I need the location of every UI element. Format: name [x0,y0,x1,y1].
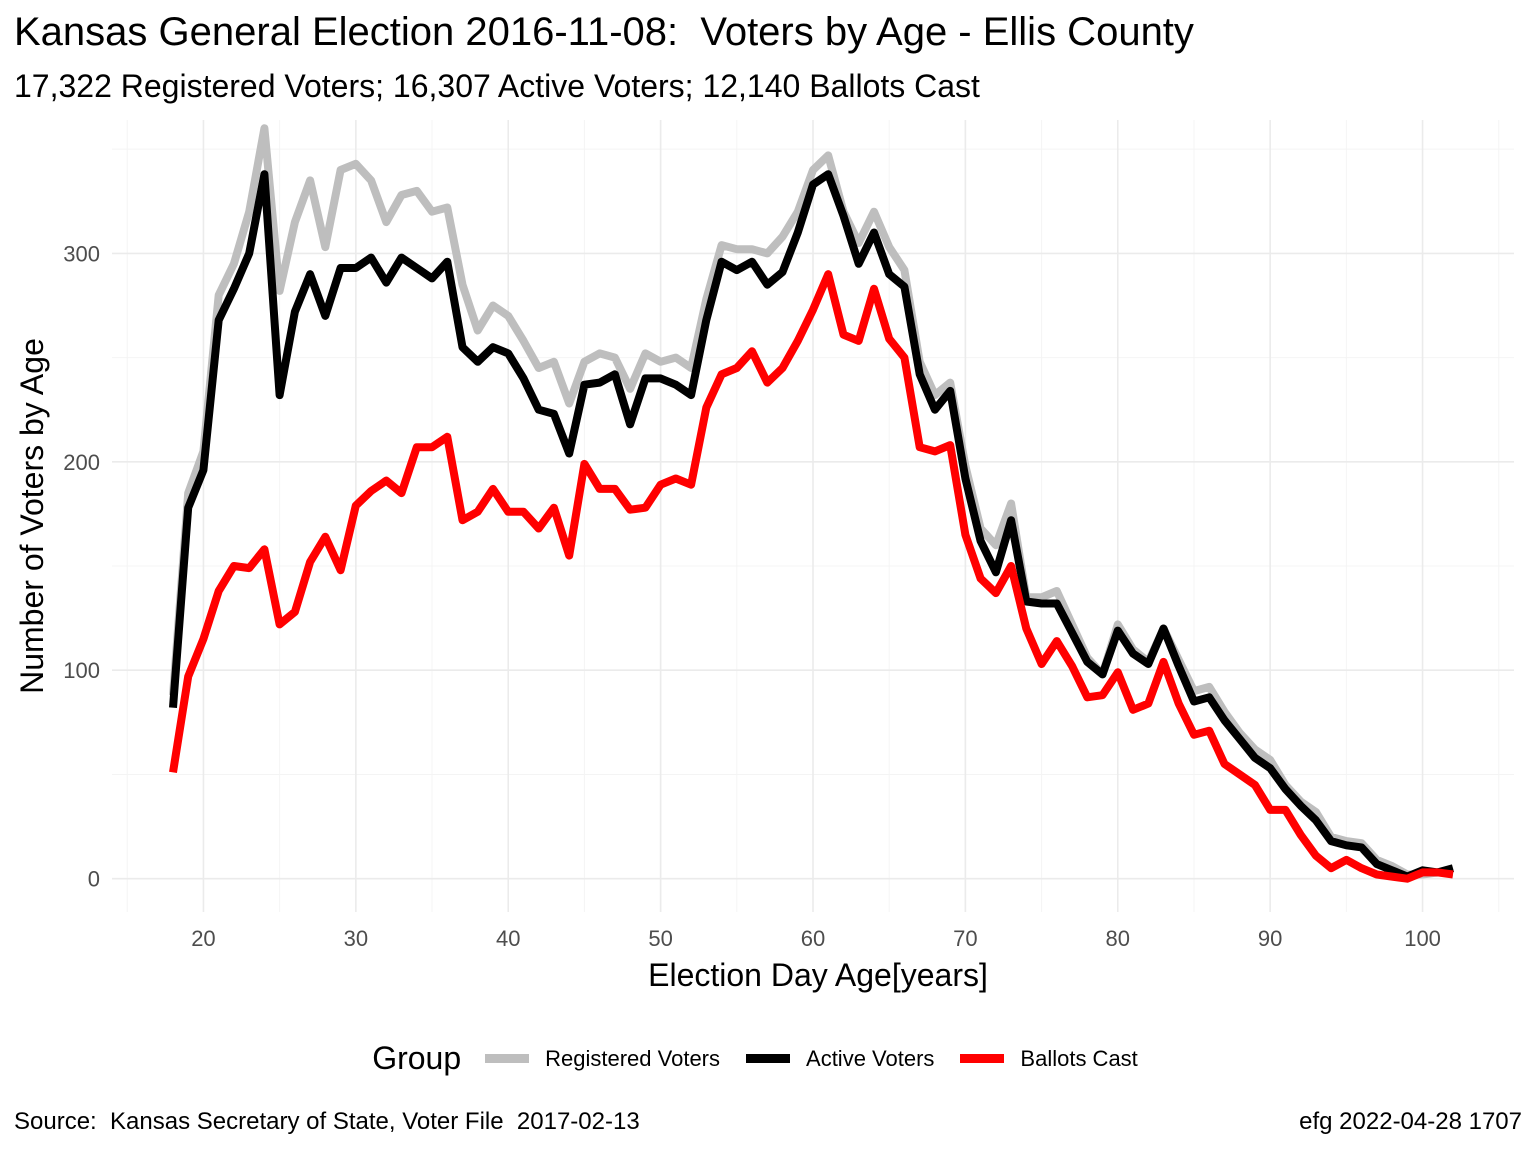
legend-key-registered-voters [485,1054,530,1063]
series-line-ballots-cast [169,270,1454,883]
source-note: Source: Kansas Secretary of State, Voter… [14,1108,640,1135]
legend-title: Group [372,1040,462,1076]
x-tick-label: 50 [648,926,672,951]
y-tick-label: 0 [88,867,100,892]
x-tick-label: 60 [801,926,825,951]
series-line-active-voters [169,170,1455,881]
chart-subtitle: 17,322 Registered Voters; 16,307 Active … [14,68,980,104]
legend-key-ballots-cast [960,1054,1005,1063]
x-tick-label: 100 [1404,926,1441,951]
x-tick-label: 80 [1106,926,1130,951]
legend-label: Ballots Cast [1020,1045,1138,1071]
y-axis-ticks: 0 100 200 300 [63,241,100,891]
x-tick-label: 30 [344,926,368,951]
x-axis-ticks: 20 30 40 50 60 70 80 90 100 [191,926,1441,951]
y-tick-label: 300 [63,241,100,266]
legend-item-active-voters: Active Voters [746,1046,934,1072]
legend: Group Registered Voters Active Voters Ba… [0,1040,1536,1077]
x-tick-label: 20 [191,926,215,951]
legend-label: Active Voters [806,1045,935,1071]
x-tick-label: 70 [953,926,977,951]
y-tick-label: 100 [63,658,100,683]
legend-key-active-voters [746,1054,791,1063]
chart-title: Kansas General Election 2016-11-08: Vote… [14,10,1194,54]
line-chart: 20 30 40 50 60 70 80 90 100 0 100 200 300 Election … [14,120,1514,993]
y-axis-title: Number of Voters by Age [14,338,50,694]
legend-item-registered-voters: Registered Voters [485,1046,720,1072]
y-tick-label: 200 [63,450,100,475]
legend-item-ballots-cast: Ballots Cast [960,1045,1138,1072]
x-tick-label: 90 [1258,926,1282,951]
author-stamp: efg 2022-04-28 1707 [1299,1108,1522,1135]
legend-label: Registered Voters [545,1045,721,1071]
series-lines [169,124,1455,883]
x-tick-label: 40 [496,926,520,951]
x-axis-title: Election Day Age[years] [648,957,988,993]
